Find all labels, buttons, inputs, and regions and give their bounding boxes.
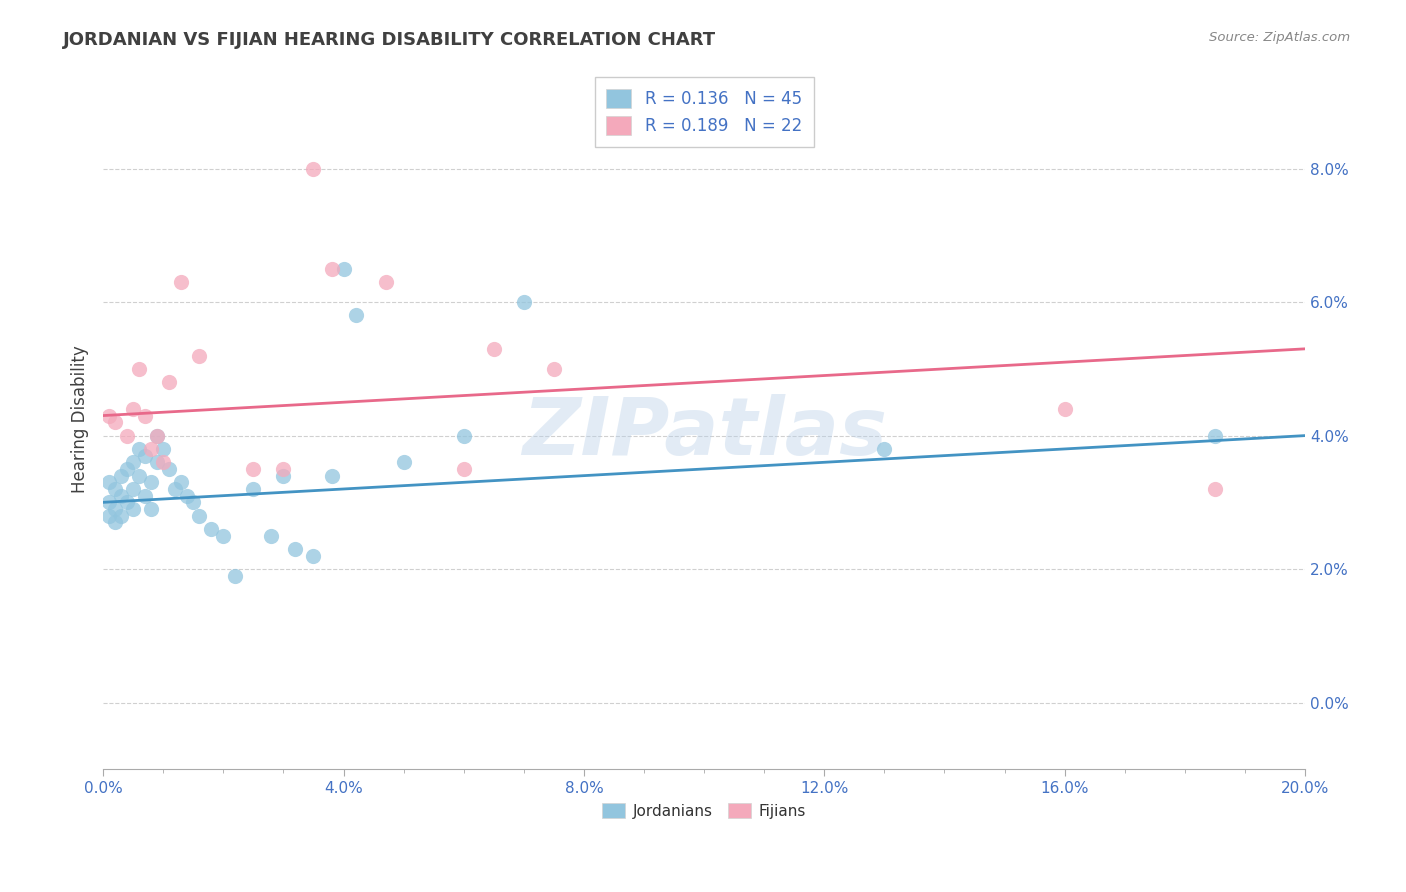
Point	[146, 428, 169, 442]
Point	[122, 482, 145, 496]
Point	[260, 529, 283, 543]
Point	[128, 362, 150, 376]
Point	[332, 261, 354, 276]
Point	[110, 489, 132, 503]
Point	[110, 508, 132, 523]
Point	[321, 261, 343, 276]
Point	[176, 489, 198, 503]
Text: ZIPatlas: ZIPatlas	[522, 394, 887, 472]
Point	[98, 508, 121, 523]
Point	[128, 442, 150, 456]
Point	[115, 428, 138, 442]
Point	[1204, 482, 1226, 496]
Point	[98, 475, 121, 490]
Point	[115, 495, 138, 509]
Point	[374, 275, 396, 289]
Point	[110, 468, 132, 483]
Y-axis label: Hearing Disability: Hearing Disability	[72, 345, 89, 492]
Point	[115, 462, 138, 476]
Point	[543, 362, 565, 376]
Point	[242, 482, 264, 496]
Point	[104, 482, 127, 496]
Point	[302, 161, 325, 176]
Point	[392, 455, 415, 469]
Point	[453, 428, 475, 442]
Point	[1053, 401, 1076, 416]
Point	[141, 502, 163, 516]
Point	[152, 455, 174, 469]
Point	[1204, 428, 1226, 442]
Text: Source: ZipAtlas.com: Source: ZipAtlas.com	[1209, 31, 1350, 45]
Point	[284, 542, 307, 557]
Point	[122, 502, 145, 516]
Point	[134, 489, 156, 503]
Point	[104, 415, 127, 429]
Point	[453, 462, 475, 476]
Point	[170, 275, 193, 289]
Point	[146, 428, 169, 442]
Point	[200, 522, 222, 536]
Point	[128, 468, 150, 483]
Point	[165, 482, 187, 496]
Point	[273, 468, 295, 483]
Point	[181, 495, 204, 509]
Point	[482, 342, 505, 356]
Point	[170, 475, 193, 490]
Legend: Jordanians, Fijians: Jordanians, Fijians	[596, 797, 813, 825]
Point	[873, 442, 896, 456]
Text: JORDANIAN VS FIJIAN HEARING DISABILITY CORRELATION CHART: JORDANIAN VS FIJIAN HEARING DISABILITY C…	[63, 31, 717, 49]
Point	[98, 495, 121, 509]
Point	[513, 295, 536, 310]
Point	[273, 462, 295, 476]
Point	[134, 449, 156, 463]
Point	[344, 309, 367, 323]
Point	[146, 455, 169, 469]
Point	[122, 455, 145, 469]
Point	[141, 475, 163, 490]
Point	[321, 468, 343, 483]
Point	[212, 529, 235, 543]
Point	[152, 442, 174, 456]
Point	[104, 516, 127, 530]
Point	[224, 568, 246, 582]
Point	[134, 409, 156, 423]
Point	[188, 508, 211, 523]
Point	[242, 462, 264, 476]
Point	[141, 442, 163, 456]
Point	[98, 409, 121, 423]
Point	[302, 549, 325, 563]
Point	[157, 375, 180, 389]
Point	[122, 401, 145, 416]
Point	[104, 502, 127, 516]
Point	[157, 462, 180, 476]
Point	[188, 349, 211, 363]
